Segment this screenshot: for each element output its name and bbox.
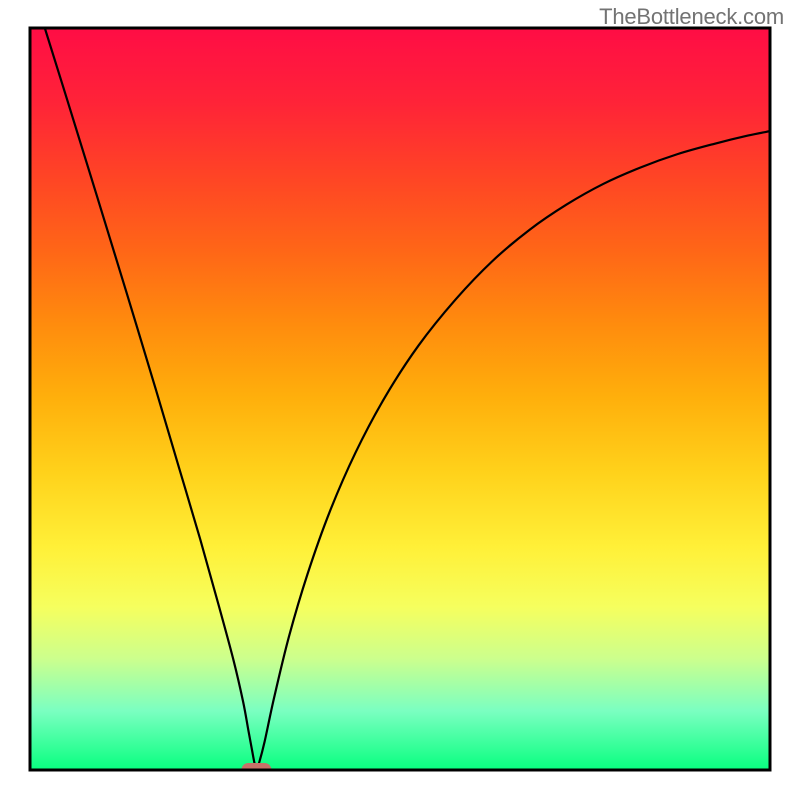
bottleneck-chart [0, 0, 800, 800]
chart-container: { "meta": { "attribution_text": "TheBott… [0, 0, 800, 800]
attribution-label: TheBottleneck.com [599, 4, 784, 30]
plot-background [30, 28, 770, 770]
